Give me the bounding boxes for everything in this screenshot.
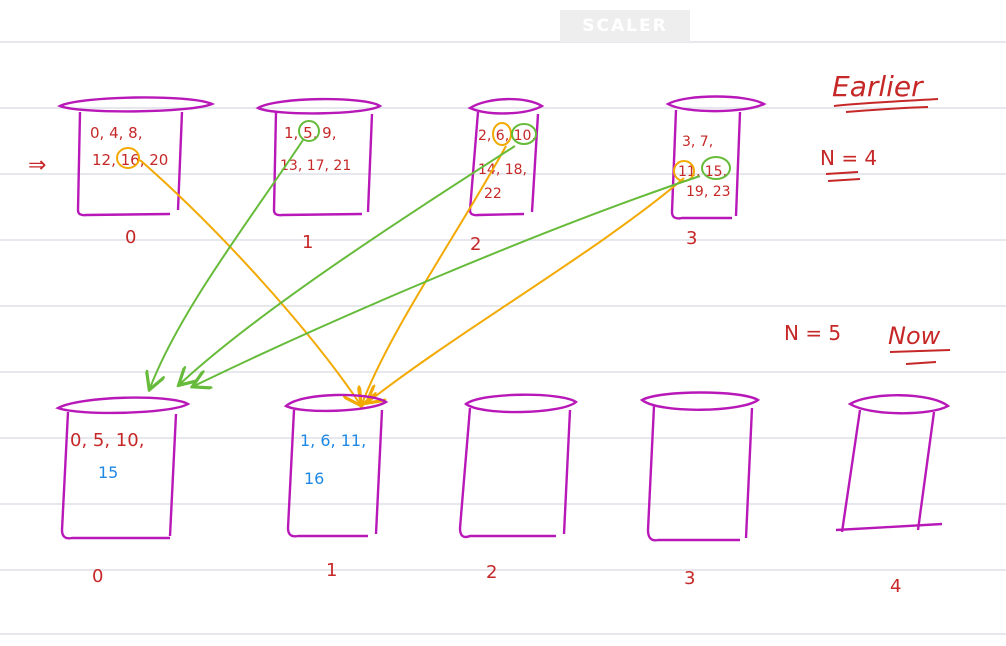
bucket-values-line1: 2, 6, 10, [478, 128, 536, 144]
earlier-bucket-2: 2, 6, 10, 14, 18, 22 2 [467, 97, 545, 255]
bucket-values-line1: 0, 5, 10, [70, 430, 144, 451]
bucket-values-line3: 19, 23 [686, 184, 731, 200]
n-underline [827, 178, 861, 182]
bucket-rim [57, 96, 216, 113]
bucket-side [168, 413, 178, 537]
bucket-values-line1: 3, 7, [682, 134, 713, 150]
arrow-6-to-bucket-1 [362, 145, 507, 404]
bucket-values-line2: 15 [98, 463, 118, 482]
bucket-index: 3 [684, 568, 695, 589]
arrow-10-to-bucket-0 [180, 145, 516, 384]
bucket-rim [847, 394, 951, 415]
n-underline [825, 171, 859, 175]
highlight-circle [298, 120, 320, 142]
now-n-label: N = 5 [784, 321, 841, 345]
highlight-circle [701, 156, 731, 180]
earlier-section: ⇒ 0, 4, 8, 12, 16, 20 0 1, 5, 9, 13, 17,… [28, 70, 939, 255]
earlier-bucket-1: 1, 5, 9, 13, 17, 21 1 [255, 97, 383, 253]
bucket-rim [665, 95, 767, 113]
now-section: 0, 5, 10, 15 0 1, 6, 11, 16 1 2 3 [55, 321, 951, 597]
heading-underline [905, 361, 937, 365]
earlier-bucket-0: 0, 4, 8, 12, 16, 20 0 [57, 96, 216, 248]
bucket-side [744, 407, 754, 539]
bucket-values-line2: 16 [304, 469, 324, 488]
now-bucket-3: 3 [639, 391, 761, 589]
bucket-body [468, 111, 525, 217]
bucket-rim [467, 97, 545, 115]
bucket-side [374, 409, 384, 535]
now-bucket-4: 4 [835, 394, 951, 597]
bucket-index: 2 [486, 562, 497, 583]
bucket-rim [283, 393, 389, 413]
bucket-body [60, 411, 170, 540]
bucket-index: 0 [125, 227, 136, 248]
bucket-rim [639, 391, 761, 411]
heading-underline [833, 98, 939, 107]
arrow-16-to-bucket-1 [139, 159, 360, 404]
bucket-index: 2 [470, 234, 481, 255]
bucket-side [734, 111, 742, 217]
bucket-rim [255, 97, 383, 115]
rehash-arrows [139, 139, 701, 404]
ruled-lines [0, 41, 1006, 635]
bucket-body [286, 409, 368, 538]
bucket-values-line3: 22 [484, 186, 502, 202]
bucket-index: 0 [92, 566, 103, 587]
heading-underline [845, 106, 929, 113]
bucket-rim [55, 396, 191, 415]
arrow-11-to-bucket-1 [368, 177, 685, 402]
bucket-body [646, 405, 740, 542]
bucket-side [176, 111, 184, 211]
bucket-values-line2: 13, 17, 21 [280, 158, 351, 174]
bucket-side [916, 411, 936, 531]
highlight-circle [511, 123, 537, 145]
now-heading: Now [888, 322, 941, 350]
arrow-5-to-bucket-0 [150, 139, 304, 388]
bucket-side [530, 113, 540, 213]
heading-underline [889, 349, 951, 353]
bucket-index: 1 [302, 232, 313, 253]
bucket-body [76, 111, 171, 217]
bucket-values-line1: 1, 5, 9, [284, 124, 336, 142]
pointer-arrow: ⇒ [28, 153, 46, 178]
bucket-index: 4 [890, 576, 901, 597]
bucket-index: 1 [326, 560, 337, 581]
bucket-values-line1: 1, 6, 11, [300, 431, 366, 450]
earlier-n-label: N = 4 [820, 146, 877, 170]
bucket-rim [463, 393, 578, 414]
bucket-values-line1: 0, 4, 8, [90, 124, 142, 142]
earlier-bucket-3: 3, 7, 11, 15, 19, 23 3 [665, 95, 767, 249]
bucket-body [840, 409, 862, 533]
bucket-index: 3 [686, 228, 697, 249]
bucket-body [458, 407, 556, 539]
scaler-watermark: SCALER [560, 10, 690, 42]
now-bucket-2: 2 [458, 393, 578, 583]
arrow-15-to-bucket-0 [194, 175, 701, 386]
now-bucket-0: 0, 5, 10, 15 0 [55, 396, 191, 587]
bucket-body [272, 111, 363, 217]
bucket-bottom [835, 522, 943, 532]
bucket-side [562, 409, 572, 535]
highlight-circle [116, 147, 140, 169]
bucket-body [670, 109, 732, 220]
bucket-values-line2: 12, 16, 20 [92, 151, 168, 169]
now-bucket-1: 1, 6, 11, 16 1 [283, 393, 389, 581]
earlier-heading: Earlier [832, 70, 924, 103]
bucket-side [366, 113, 374, 213]
